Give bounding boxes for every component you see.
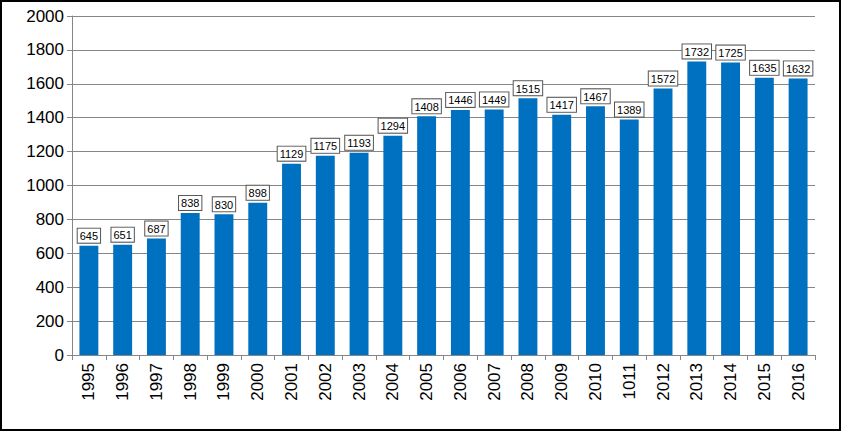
svg-text:1725: 1725 xyxy=(718,47,742,59)
svg-text:2001: 2001 xyxy=(282,363,301,401)
svg-text:1449: 1449 xyxy=(482,94,506,106)
svg-text:1417: 1417 xyxy=(549,99,573,111)
svg-text:2004: 2004 xyxy=(383,363,402,401)
svg-text:838: 838 xyxy=(181,197,199,209)
svg-text:1732: 1732 xyxy=(685,46,709,58)
svg-text:898: 898 xyxy=(249,187,267,199)
svg-text:2010: 2010 xyxy=(586,363,605,401)
svg-text:651: 651 xyxy=(113,229,131,241)
svg-text:200: 200 xyxy=(36,312,64,331)
svg-text:1193: 1193 xyxy=(347,137,371,149)
svg-text:600: 600 xyxy=(36,244,64,263)
svg-text:1999: 1999 xyxy=(214,363,233,401)
svg-text:2006: 2006 xyxy=(451,363,470,401)
svg-text:2016: 2016 xyxy=(789,363,808,401)
svg-text:2013: 2013 xyxy=(687,363,706,401)
svg-text:1175: 1175 xyxy=(313,140,337,152)
svg-text:2005: 2005 xyxy=(417,363,436,401)
svg-text:2002: 2002 xyxy=(316,363,335,401)
svg-text:2000: 2000 xyxy=(26,7,64,26)
svg-text:1000: 1000 xyxy=(26,176,64,195)
svg-text:1515: 1515 xyxy=(516,83,540,95)
svg-text:0: 0 xyxy=(55,346,64,365)
svg-text:800: 800 xyxy=(36,210,64,229)
svg-text:645: 645 xyxy=(80,230,98,242)
svg-text:830: 830 xyxy=(215,199,233,211)
svg-text:1996: 1996 xyxy=(113,363,132,401)
svg-text:1635: 1635 xyxy=(752,62,776,74)
svg-text:2015: 2015 xyxy=(755,363,774,401)
svg-text:1011: 1011 xyxy=(620,363,639,400)
svg-text:1389: 1389 xyxy=(617,104,641,116)
svg-text:1997: 1997 xyxy=(147,363,166,401)
svg-text:2000: 2000 xyxy=(248,363,267,401)
svg-text:2009: 2009 xyxy=(552,363,571,401)
svg-text:400: 400 xyxy=(36,278,64,297)
svg-text:1600: 1600 xyxy=(26,74,64,93)
svg-text:1632: 1632 xyxy=(786,63,810,75)
svg-text:2003: 2003 xyxy=(350,363,369,401)
svg-text:2007: 2007 xyxy=(485,363,504,401)
svg-text:1200: 1200 xyxy=(26,142,64,161)
svg-text:2012: 2012 xyxy=(654,363,673,401)
svg-text:1446: 1446 xyxy=(448,94,472,106)
svg-text:1408: 1408 xyxy=(414,101,438,113)
svg-text:2014: 2014 xyxy=(721,363,740,401)
svg-text:1572: 1572 xyxy=(651,73,675,85)
svg-text:2008: 2008 xyxy=(518,363,537,401)
svg-text:1129: 1129 xyxy=(280,148,304,160)
svg-text:1400: 1400 xyxy=(26,108,64,127)
svg-text:1294: 1294 xyxy=(381,120,405,132)
svg-text:1995: 1995 xyxy=(79,363,98,401)
svg-text:1467: 1467 xyxy=(583,91,607,103)
svg-text:1998: 1998 xyxy=(181,363,200,401)
svg-text:687: 687 xyxy=(147,223,165,235)
svg-text:1800: 1800 xyxy=(26,40,64,59)
